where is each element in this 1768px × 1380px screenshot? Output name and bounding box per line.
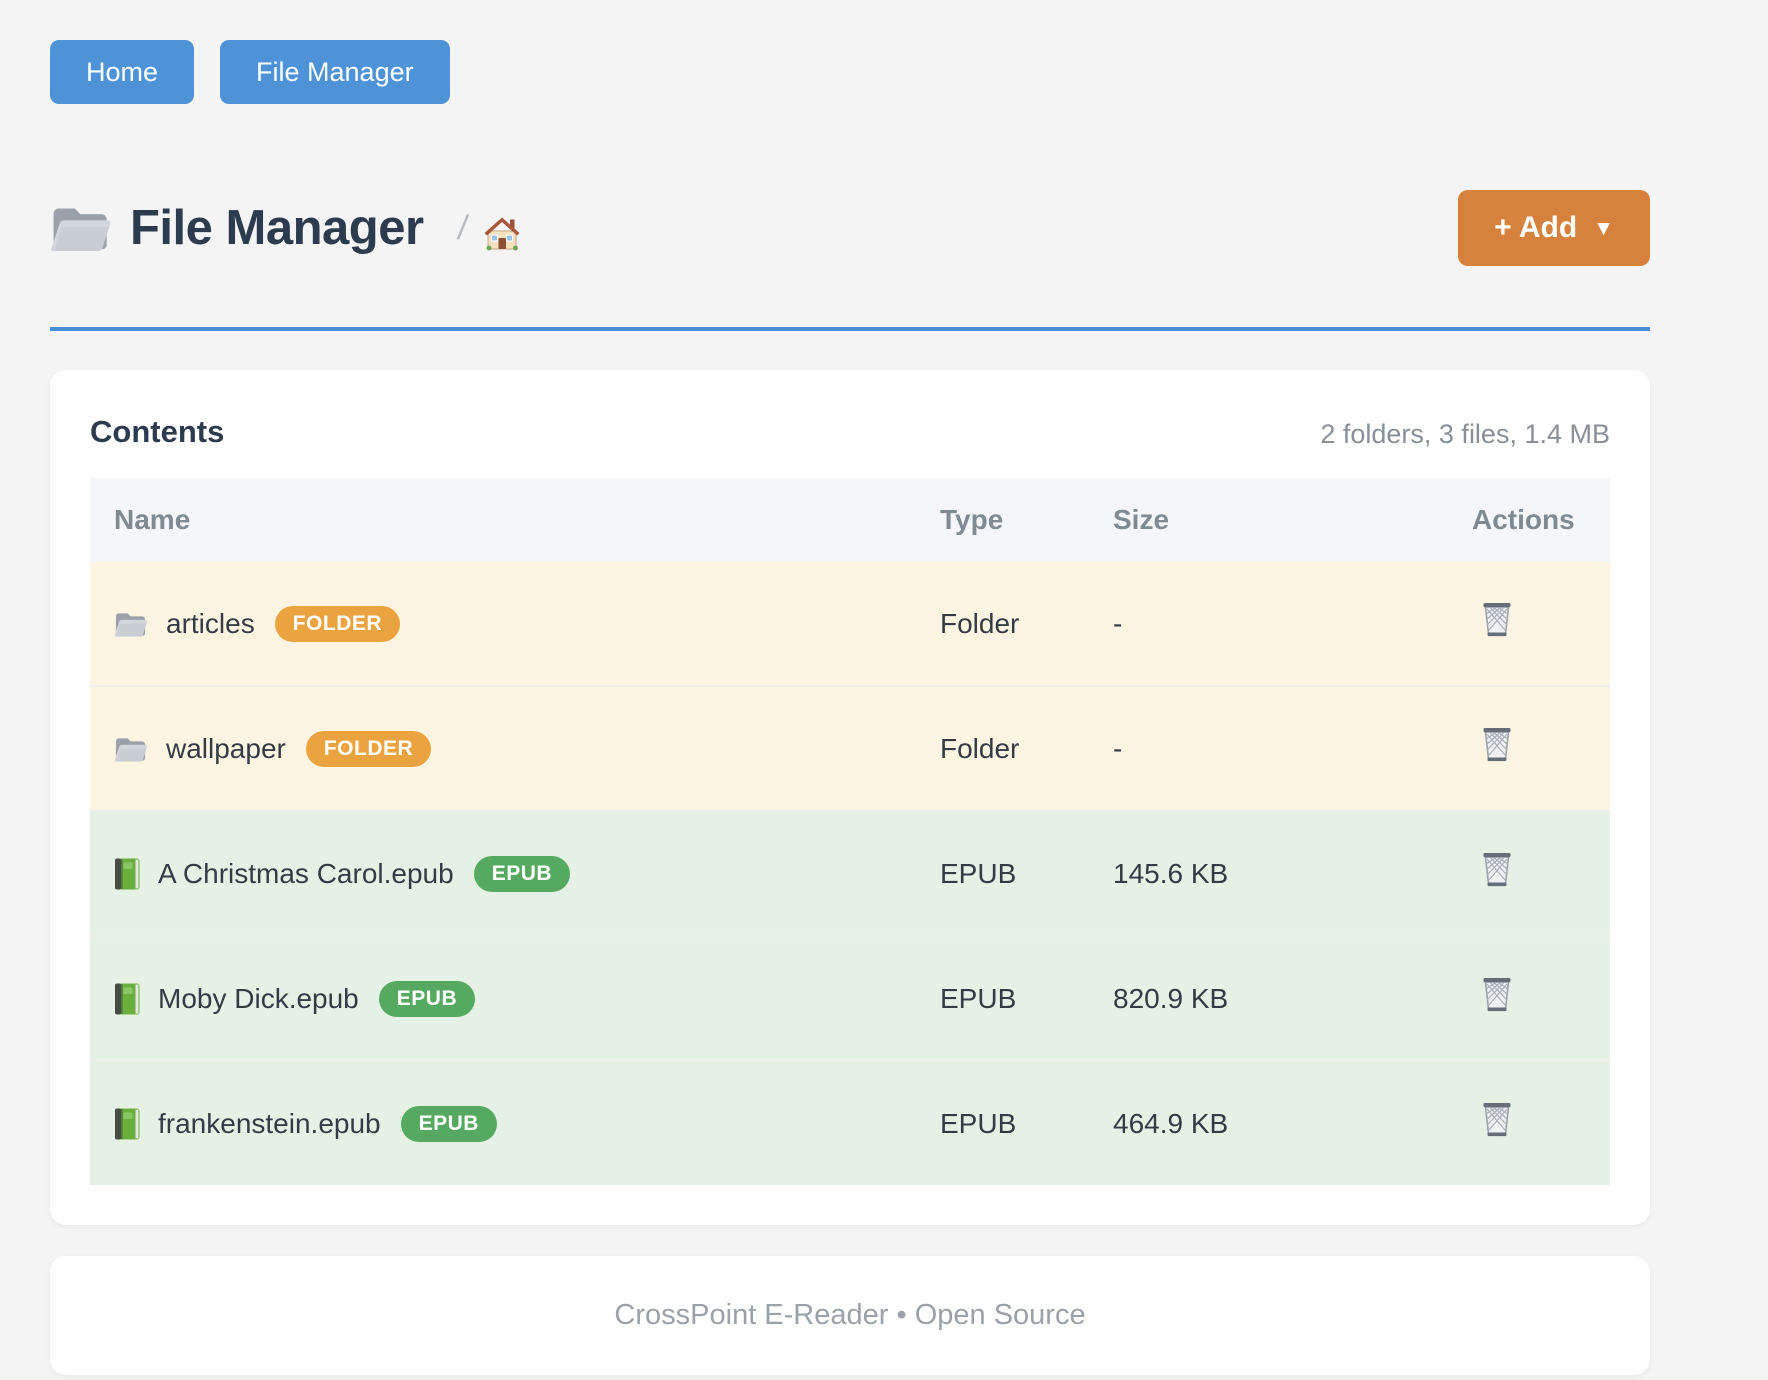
- file-size: -: [1089, 562, 1424, 686]
- delete-button[interactable]: [1480, 975, 1514, 1013]
- delete-button[interactable]: [1480, 850, 1514, 888]
- trash-icon: [1480, 1100, 1514, 1138]
- green-book-icon: [114, 983, 140, 1015]
- file-table: Name Type Size Actions articles FOLDER F…: [90, 478, 1610, 1185]
- delete-button[interactable]: [1480, 1100, 1514, 1138]
- file-size: -: [1089, 685, 1424, 811]
- epub-badge: EPUB: [473, 855, 571, 892]
- add-button[interactable]: + Add ▼: [1458, 190, 1650, 266]
- nav-file-manager-button[interactable]: File Manager: [220, 40, 450, 104]
- top-nav: Home File Manager: [50, 40, 1650, 104]
- contents-summary: 2 folders, 3 files, 1.4 MB: [1320, 419, 1610, 449]
- breadcrumb-separator: /: [454, 208, 470, 247]
- folder-badge: FOLDER: [305, 730, 432, 767]
- table-row-wallpaper[interactable]: wallpaper FOLDER Folder -: [90, 685, 1610, 811]
- file-type: EPUB: [916, 810, 1089, 936]
- file-type: EPUB: [916, 935, 1089, 1061]
- file-name-link[interactable]: frankenstein.epub: [158, 1107, 381, 1139]
- nav-home-button[interactable]: Home: [50, 40, 195, 104]
- page: Home File Manager File Manager / + Add ▼…: [50, 0, 1650, 1375]
- file-type: EPUB: [916, 1060, 1089, 1185]
- trash-icon: [1480, 600, 1514, 638]
- title-group: File Manager /: [50, 200, 521, 256]
- file-name-link[interactable]: A Christmas Carol.epub: [158, 857, 454, 889]
- contents-heading: Contents: [90, 414, 225, 449]
- epub-badge: EPUB: [400, 1105, 497, 1142]
- file-size: 820.9 KB: [1089, 935, 1424, 1061]
- green-book-icon: [114, 858, 140, 890]
- column-header-type: Type: [916, 478, 1089, 562]
- trash-icon: [1480, 975, 1514, 1013]
- column-header-actions: Actions: [1424, 478, 1610, 562]
- file-name-link[interactable]: Moby Dick.epub: [158, 982, 359, 1014]
- table-row-moby-dick[interactable]: Moby Dick.epub EPUB EPUB 820.9 KB: [90, 935, 1610, 1061]
- file-size: 145.6 KB: [1089, 810, 1424, 936]
- file-name-link[interactable]: wallpaper: [166, 732, 286, 764]
- table-row-articles[interactable]: articles FOLDER Folder -: [90, 562, 1610, 686]
- delete-button[interactable]: [1480, 725, 1514, 763]
- contents-card: Contents 2 folders, 3 files, 1.4 MB Name…: [50, 370, 1650, 1225]
- title-divider: [50, 327, 1650, 331]
- add-button-label: + Add: [1494, 211, 1578, 244]
- folder-badge: FOLDER: [274, 605, 401, 642]
- folder-icon: [114, 610, 148, 638]
- page-header: File Manager / + Add ▼: [50, 190, 1650, 266]
- page-title: File Manager: [130, 201, 424, 255]
- column-header-size: Size: [1089, 478, 1424, 562]
- trash-icon: [1480, 850, 1514, 888]
- green-book-icon: [114, 1108, 140, 1140]
- table-row-christmas-carol[interactable]: A Christmas Carol.epub EPUB EPUB 145.6 K…: [90, 810, 1610, 936]
- file-size: 464.9 KB: [1089, 1060, 1424, 1185]
- epub-badge: EPUB: [378, 980, 476, 1017]
- folder-icon: [50, 203, 112, 253]
- delete-button[interactable]: [1480, 600, 1514, 638]
- footer: CrossPoint E-Reader • Open Source: [50, 1256, 1650, 1375]
- file-type: Folder: [916, 685, 1089, 811]
- footer-text: CrossPoint E-Reader • Open Source: [614, 1299, 1086, 1331]
- caret-down-icon: ▼: [1593, 217, 1614, 240]
- folder-icon: [114, 735, 148, 763]
- house-icon[interactable]: [483, 215, 521, 251]
- file-table-header: Name Type Size Actions: [90, 478, 1610, 562]
- contents-card-header: Contents 2 folders, 3 files, 1.4 MB: [90, 410, 1610, 454]
- trash-icon: [1480, 725, 1514, 763]
- file-name-link[interactable]: articles: [166, 607, 255, 639]
- column-header-name: Name: [90, 478, 916, 562]
- table-row-frankenstein[interactable]: frankenstein.epub EPUB EPUB 464.9 KB: [90, 1060, 1610, 1185]
- file-type: Folder: [916, 562, 1089, 686]
